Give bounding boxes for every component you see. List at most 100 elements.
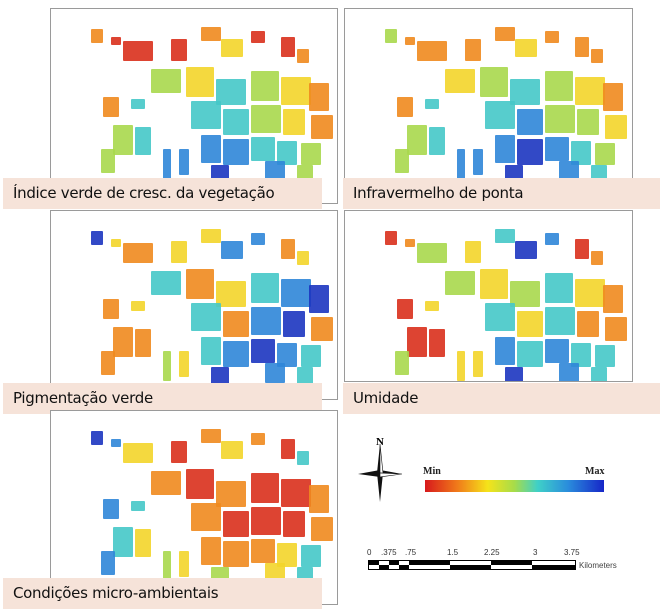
field-patch: [277, 343, 297, 367]
field-patch: [277, 543, 297, 567]
field-patch: [575, 239, 589, 259]
north-arrow-icon: [358, 443, 403, 502]
field-patch: [571, 343, 591, 367]
field-patch: [297, 251, 309, 265]
field-patch: [101, 551, 115, 575]
field-patch: [123, 243, 153, 263]
field-patch: [575, 77, 605, 105]
field-patch: [545, 307, 575, 335]
field-patch: [251, 473, 279, 503]
field-patch: [505, 367, 523, 381]
field-patch: [517, 139, 543, 165]
map-panel-green-pigmentation: [50, 210, 338, 400]
field-patch: [457, 351, 465, 381]
map-panel-moisture: [344, 210, 633, 382]
field-patch: [91, 29, 103, 43]
field-patch: [251, 273, 279, 303]
field-patch: [281, 37, 295, 57]
field-patch: [131, 99, 145, 109]
scale-tick: 2.25: [484, 548, 500, 557]
field-patch: [425, 99, 439, 109]
field-patch: [216, 281, 246, 307]
field-patch: [186, 67, 214, 97]
field-patch: [485, 101, 515, 129]
field-patch: [311, 517, 333, 541]
field-patch: [281, 239, 295, 259]
field-patch: [515, 39, 537, 57]
field-patch: [480, 269, 508, 299]
panel-label-vegetation-growth-index: Índice verde de cresc. da vegetação: [3, 178, 322, 209]
field-patch: [407, 327, 427, 357]
field-patch: [223, 341, 249, 367]
scale-units: Kilometers: [579, 561, 617, 570]
field-patch: [473, 351, 483, 377]
field-patch: [171, 441, 187, 463]
field-patch: [135, 127, 151, 155]
field-patch: [251, 137, 275, 161]
field-patch: [113, 327, 133, 357]
panel-label-green-pigmentation: Pigmentação verde: [3, 383, 322, 414]
field-patch: [186, 269, 214, 299]
field-patch: [113, 125, 133, 155]
field-patch: [216, 79, 246, 105]
field-patch: [545, 233, 559, 245]
field-patch: [179, 551, 189, 577]
field-patch: [201, 429, 221, 443]
field-patch: [297, 451, 309, 465]
field-patch: [221, 241, 243, 259]
field-patch: [111, 439, 121, 447]
field-patch: [113, 527, 133, 557]
field-patch: [465, 241, 481, 263]
scale-tick: 0: [367, 548, 372, 557]
field-patch: [425, 301, 439, 311]
field-patch: [545, 273, 573, 303]
field-patch: [603, 83, 623, 111]
legend-min-label: Min: [423, 466, 441, 477]
field-patch: [135, 529, 151, 557]
field-patch: [179, 149, 189, 175]
scale-tick: 3: [533, 548, 538, 557]
field-patch: [309, 83, 329, 111]
field-patch: [311, 317, 333, 341]
field-patch: [545, 339, 569, 363]
field-patch: [417, 243, 447, 263]
field-patch: [385, 29, 397, 43]
field-patch: [545, 105, 575, 133]
panel-label-peak-infrared: Infravermelho de ponta: [343, 178, 660, 209]
field-patch: [179, 351, 189, 377]
scale-bar: [368, 560, 576, 570]
field-patch: [201, 229, 221, 243]
field-patch: [151, 471, 181, 495]
field-patch: [591, 49, 603, 63]
field-patch: [510, 281, 540, 307]
field-patch: [135, 329, 151, 357]
scale-tick: 3.75: [564, 548, 580, 557]
field-patch: [595, 345, 615, 367]
field-patch: [201, 337, 221, 365]
field-patch: [485, 303, 515, 331]
field-patch: [191, 503, 221, 531]
field-patch: [457, 149, 465, 179]
field-patch: [510, 79, 540, 105]
field-patch: [223, 511, 249, 537]
field-patch: [281, 279, 311, 307]
field-patch: [103, 97, 119, 117]
field-patch: [301, 143, 321, 165]
field-patch: [251, 339, 275, 363]
field-patch: [605, 317, 627, 341]
field-patch: [545, 31, 559, 43]
map-panel-micro-environmental: [50, 410, 338, 605]
field-patch: [191, 303, 221, 331]
field-patch: [251, 105, 281, 133]
field-patch: [309, 485, 329, 513]
field-patch: [251, 71, 279, 101]
scale-tick: .375: [381, 548, 397, 557]
field-patch: [281, 479, 311, 507]
field-patch: [575, 37, 589, 57]
field-patch: [559, 363, 579, 381]
field-patch: [223, 311, 249, 337]
color-ramp: [425, 480, 604, 492]
field-patch: [407, 125, 427, 155]
field-patch: [575, 279, 605, 307]
field-patch: [297, 49, 309, 63]
